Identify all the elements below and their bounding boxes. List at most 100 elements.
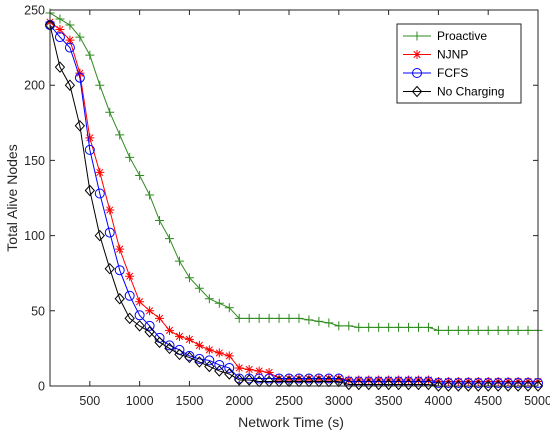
x-tick-label: 500 [79,394,100,408]
data-point-njnp [145,306,155,316]
data-point-proactive [165,234,175,244]
data-point-proactive [105,107,115,117]
data-point-no-charging [343,378,354,391]
data-point-no-charging [433,380,444,392]
data-point-fcfs [473,377,484,388]
data-point-njnp [204,345,214,355]
data-point-fcfs [244,373,255,384]
x-tick-label: 5000 [524,394,550,408]
data-point-no-charging [363,378,374,391]
data-point-proactive [324,318,334,328]
data-point-no-charging [124,312,135,325]
data-point-proactive [384,322,394,332]
legend-item-fcfs: FCFS [403,66,468,80]
plot-area [44,8,544,392]
data-point-proactive [55,14,65,24]
data-point-njnp [244,364,254,374]
data-point-no-charging [64,79,76,91]
data-point-fcfs [64,42,75,53]
data-point-proactive [75,32,85,42]
data-point-no-charging [453,380,464,392]
data-point-proactive [463,325,473,335]
data-point-fcfs [114,265,125,276]
data-point-proactive [483,325,493,335]
data-point-proactive [423,322,433,332]
data-point-proactive [413,322,423,332]
data-point-njnp [55,25,65,35]
data-point-proactive [234,313,244,323]
data-point-no-charging [512,380,524,392]
data-point-proactive [503,325,513,335]
data-point-proactive [145,190,155,200]
data-point-no-charging [383,378,394,391]
data-point-no-charging [483,380,494,392]
data-point-njnp [115,244,125,254]
data-point-njnp [234,363,244,373]
y-tick-label: 100 [24,229,45,243]
data-point-njnp [85,133,95,143]
data-point-no-charging [54,61,66,73]
x-tick-label: 1000 [126,394,154,408]
data-point-proactive [354,322,364,332]
x-tick-label: 3500 [375,394,403,408]
legend-item-njnp: NJNP [403,48,468,62]
data-point-proactive [115,130,125,140]
data-point-fcfs [293,373,304,384]
data-point-proactive [95,80,105,90]
data-point-proactive [334,321,344,331]
data-point-proactive [374,322,384,332]
data-point-fcfs [433,377,444,388]
data-point-no-charging [443,380,454,392]
data-point-fcfs [264,373,275,384]
data-point-no-charging [214,365,225,377]
data-point-fcfs [503,377,514,388]
data-point-njnp [65,35,75,45]
data-point-fcfs [513,377,524,388]
data-point-no-charging [502,380,514,392]
y-tick-label: 200 [24,79,45,93]
data-point-no-charging [473,380,484,392]
data-point-no-charging [164,342,175,355]
data-point-njnp [165,325,175,335]
data-point-proactive [244,313,254,323]
data-point-njnp [214,348,224,358]
data-point-fcfs [313,373,324,384]
data-point-proactive [344,321,354,331]
legend-marker-proactive [412,31,422,41]
data-point-fcfs [84,144,95,155]
data-point-proactive [224,303,234,313]
data-point-proactive [294,313,304,323]
data-point-no-charging [244,374,255,386]
data-point-fcfs [74,72,85,83]
data-point-proactive [364,322,374,332]
data-point-njnp [194,340,204,350]
data-point-proactive [65,20,75,30]
data-point-no-charging [114,293,125,305]
data-point-proactive [443,325,453,335]
data-point-njnp [224,351,234,361]
x-tick-label: 1500 [176,394,204,408]
data-point-no-charging [423,378,434,391]
data-point-proactive [155,216,165,226]
data-point-fcfs [94,188,105,199]
data-point-njnp [254,366,264,376]
data-point-no-charging [74,120,86,132]
data-point-no-charging [204,360,215,373]
data-point-fcfs [134,310,145,321]
y-axis-label: Total Alive Nodes [4,144,20,251]
data-point-fcfs [124,290,135,301]
data-point-fcfs [54,32,65,43]
data-point-fcfs [323,373,334,384]
data-point-fcfs [194,353,205,364]
legend-item-no-charging: No Charging [403,85,504,99]
data-point-proactive [135,170,145,180]
data-point-no-charging [144,326,155,338]
data-point-no-charging [522,380,534,392]
data-point-no-charging [194,356,205,368]
data-point-no-charging [84,184,96,197]
legend: Proactive NJNP FCFS No Charging [396,23,522,104]
axes: 500 1000 1500 2000 2500 3000 3500 4000 4500 5000 0… [24,4,550,409]
plot-frame [49,9,539,387]
data-point-njnp [95,167,105,177]
